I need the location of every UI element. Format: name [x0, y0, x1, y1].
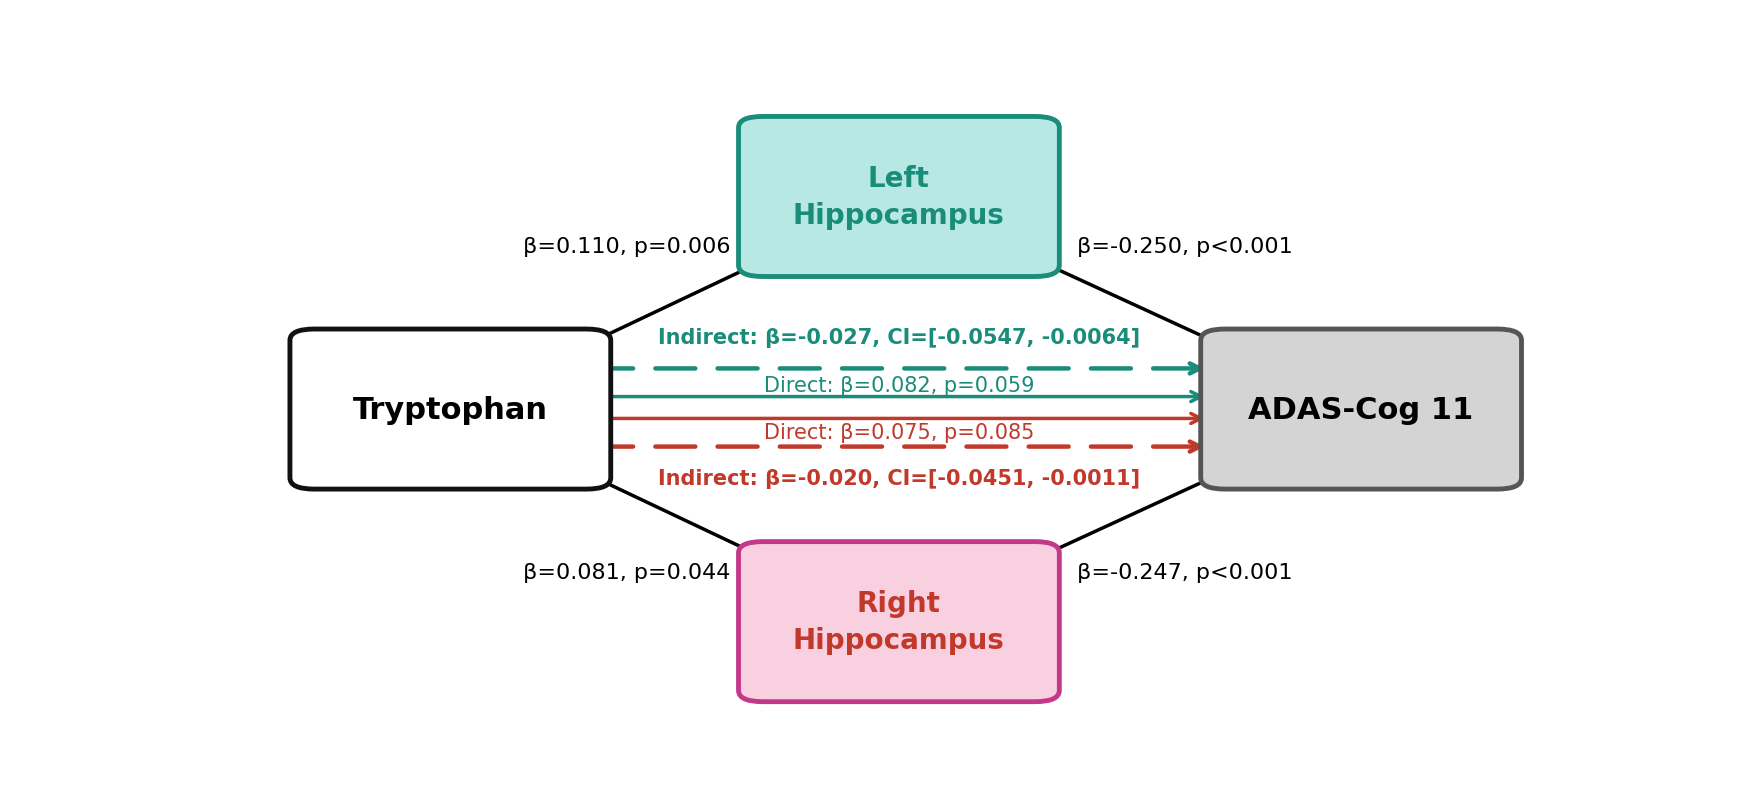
FancyBboxPatch shape	[738, 118, 1059, 277]
Text: Left
Hippocampus: Left Hippocampus	[793, 165, 1005, 230]
Text: Right
Hippocampus: Right Hippocampus	[793, 590, 1005, 654]
Text: ADAS-Cog 11: ADAS-Cog 11	[1249, 395, 1473, 424]
Text: β=0.081, p=0.044: β=0.081, p=0.044	[523, 562, 731, 582]
Text: Tryptophan: Tryptophan	[353, 395, 547, 424]
Text: Direct: β=0.082, p=0.059: Direct: β=0.082, p=0.059	[763, 375, 1035, 396]
FancyBboxPatch shape	[738, 542, 1059, 702]
FancyBboxPatch shape	[289, 329, 610, 490]
Text: β=0.110, p=0.006: β=0.110, p=0.006	[523, 237, 731, 257]
Text: β=-0.247, p<0.001: β=-0.247, p<0.001	[1077, 562, 1293, 582]
Text: Indirect: β=-0.020, CI=[-0.0451, -0.0011]: Indirect: β=-0.020, CI=[-0.0451, -0.0011…	[658, 468, 1140, 488]
Text: Indirect: β=-0.027, CI=[-0.0547, -0.0064]: Indirect: β=-0.027, CI=[-0.0547, -0.0064…	[658, 328, 1140, 348]
Text: Direct: β=0.075, p=0.085: Direct: β=0.075, p=0.085	[763, 423, 1035, 443]
FancyBboxPatch shape	[1201, 329, 1521, 490]
Text: β=-0.250, p<0.001: β=-0.250, p<0.001	[1077, 237, 1293, 257]
